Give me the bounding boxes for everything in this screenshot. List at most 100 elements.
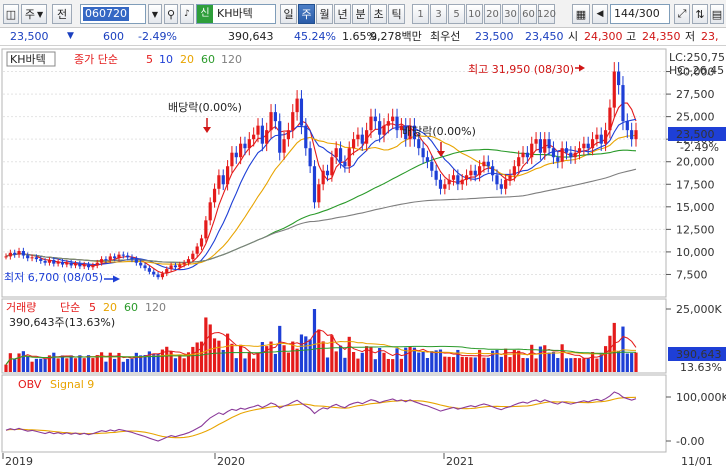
volume-bar [104,361,108,372]
max-price-label: 최고 31,950 (08/30) [468,63,574,76]
candle-body [464,175,469,180]
candle-body [195,246,199,254]
dividend-arrow-icon-2 [437,151,445,157]
settings-button[interactable]: ▦ [572,4,590,24]
obv-signal-label: Signal 9 [50,378,94,391]
volume-bar [269,341,273,372]
volume-bar [460,356,464,372]
volume-bar [78,355,82,372]
ma60-legend: 60 [201,53,215,66]
zoom-in-icon: ⤢ [677,7,687,20]
volume-bar [625,353,629,372]
volume-bar [617,351,621,372]
interval-button[interactable]: 10 [466,4,483,24]
search-button[interactable]: ⚲ [164,4,178,24]
prev-page-button[interactable]: ◀ [592,4,608,24]
candle-body [217,175,221,189]
volume-bar [204,317,208,372]
low-label: 저 [685,30,696,43]
high-price: 24,350 [642,30,681,43]
period-tab[interactable]: 월 [316,4,333,24]
stock-chart[interactable]: KH바텍 종가 단순 5 10 20 60 120 최고 31,950 (08/… [0,47,726,469]
candle-body [421,148,425,158]
price-axis-label: 15,000 [676,201,715,214]
lc-label: LC:250,75 [669,51,725,64]
interval-button[interactable]: 5 [448,4,465,24]
volume-bar [425,357,430,372]
stock-code-input[interactable]: 060720 [80,4,146,24]
candle-body [52,260,56,264]
volume-bar [525,358,529,372]
jeon-button[interactable]: 전 [52,4,72,24]
volume-bar [143,355,147,372]
chart-type-button[interactable]: ▤ [710,4,724,24]
candle-body [430,161,434,171]
volume-bar [399,358,403,372]
interval-button[interactable]: 1 [412,4,429,24]
volume-bar [491,350,495,372]
period-tab[interactable]: 틱 [388,4,405,24]
ma-line-10 [5,118,637,271]
period-tab[interactable]: 초 [370,4,387,24]
quote-info-bar: 23,500 ▼ 600 -2.49% 390,643 45.24% 1.65%… [0,28,726,46]
count-field[interactable]: 144/300 [610,4,670,24]
volume-bar [169,351,173,372]
period-tab[interactable]: 주 [298,4,315,24]
interval-button[interactable]: 30 [502,4,519,24]
volume-bar [221,349,225,372]
code-dropdown-button[interactable]: ▼ [148,4,162,24]
x-axis-label: 2020 [217,455,245,468]
zoom-in-button[interactable]: ⤢ [674,4,690,24]
volume-bar [39,358,43,372]
volume-bar [91,358,95,372]
volume-bar [65,358,69,372]
volume-bar [191,346,195,372]
volume-ma5-legend: 5 [89,301,96,314]
volume-bar [160,349,165,372]
interval-button[interactable]: 3 [430,4,447,24]
ma-line-120 [5,168,637,263]
period-tab[interactable]: 분 [352,4,369,24]
volume-bar [147,351,151,372]
candle-body [495,175,499,185]
interval-button[interactable]: 20 [484,4,501,24]
volume-bar [630,353,634,372]
candle-body [143,265,147,269]
candle-body [569,152,573,158]
candle-body [152,271,156,275]
volume-bar [338,345,343,372]
volume-badge-pct: 13.63% [680,361,722,374]
zoom-out-button[interactable]: ⇅ [692,4,708,24]
candle-body [204,220,208,239]
volume-bar [282,345,286,372]
candle-body [60,261,65,265]
volume-bar [212,338,217,372]
candle-body [551,148,556,158]
chevron-down-icon: ▼ [36,9,44,19]
candle-body [239,143,243,158]
candle-body [221,175,225,185]
volume-bar [477,349,482,372]
candle-body [382,125,386,135]
candle-body [304,125,308,149]
interval-button[interactable]: 60 [520,4,537,24]
candle-body [156,274,160,278]
candle-body [139,262,143,266]
volume-ma-line-5 [5,329,637,365]
interval-button[interactable]: 120 [537,4,556,24]
candle-body [538,139,543,153]
candle-body [460,179,464,185]
chart-menu-icon[interactable]: ◫ [3,4,19,24]
candle-body [608,107,612,131]
period-tab[interactable]: 년 [334,4,351,24]
high-label: 고 [626,30,637,43]
speaker-button[interactable]: ♪ [180,4,194,24]
obv-signal-line [5,396,637,439]
candle-body [295,98,299,113]
ma5-legend: 5 [146,53,153,66]
volume-bar [295,348,299,372]
mode-select[interactable]: 주 ▼ [21,4,47,24]
period-tab[interactable]: 일 [280,4,297,24]
volume-value: 390,643 [228,30,274,43]
volume-bar [499,356,503,372]
